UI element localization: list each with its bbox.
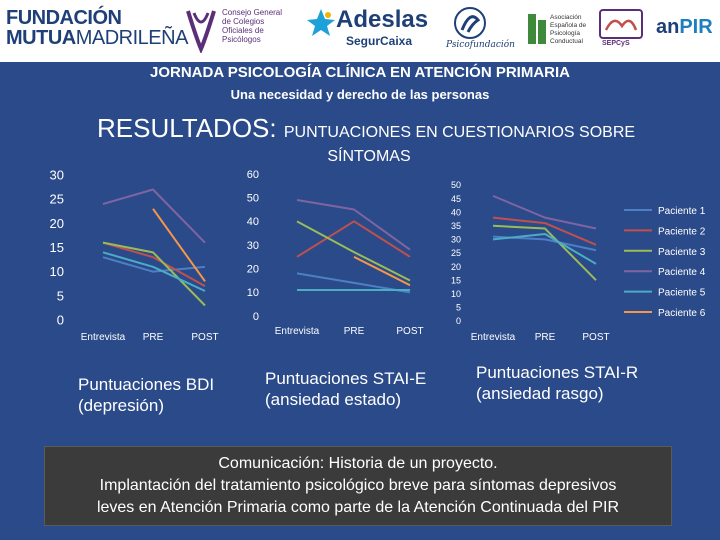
chart3-ytick-label: 40	[451, 207, 461, 217]
chart1-series-2-line	[102, 241, 206, 288]
chart3-category-label: Entrevista	[471, 332, 516, 343]
chart3-ytick-label: 5	[456, 303, 461, 313]
chart1-series-4-line	[102, 188, 206, 244]
chart2-category-label: PRE	[344, 326, 365, 337]
chart1-series-1-line	[102, 256, 206, 273]
chart3-ytick-label: 35	[451, 221, 461, 231]
chart2-series-6-line	[353, 255, 411, 287]
communication-line3: leves en Atención Primaria como parte de…	[96, 499, 620, 516]
legend-label-6: Paciente 6	[658, 308, 706, 319]
chart2-ytick-label: 20	[247, 264, 259, 276]
chart3-category-label: PRE	[535, 332, 556, 343]
chart3-ytick-label: 10	[451, 289, 461, 299]
chart2-ytick-label: 60	[247, 169, 259, 181]
communication-line2: Implantación del tratamiento psicológico…	[99, 477, 617, 494]
chart3-series-3-line	[492, 224, 597, 281]
chart1-series-5-line	[102, 251, 206, 292]
chart2-ytick-label: 40	[247, 216, 259, 228]
chart2-series-4-line	[296, 199, 411, 251]
psicofundacion-logo-icon	[454, 7, 486, 39]
legend-label-2: Paciente 2	[658, 226, 706, 237]
chart1-category-label: Entrevista	[81, 332, 126, 343]
chart2-category-label: POST	[396, 326, 423, 337]
chart3-ytick-label: 25	[451, 248, 461, 258]
communication-line1: Comunicación: Historia de un proyecto.	[218, 455, 498, 472]
chart1-series-6-line	[152, 208, 206, 282]
chart3-series-5-line	[492, 232, 597, 265]
chart3-series-2-line	[492, 216, 597, 246]
legend-label-3: Paciente 3	[658, 247, 706, 258]
chart1-ytick-label: 10	[50, 264, 64, 279]
stai-e-caption: Puntuaciones STAI-E (ansiedad estado)	[265, 369, 427, 409]
chart1-ytick-label: 15	[50, 240, 64, 255]
chart3-series-4-line	[492, 194, 597, 230]
chart1-ytick-label: 20	[50, 216, 64, 231]
chart1-ytick-label: 5	[57, 288, 64, 303]
chart3-ytick-label: 20	[451, 262, 461, 272]
fundacion-mutua-logo-line2: MUTUAMADRILEÑA	[6, 27, 188, 49]
results-heading: RESULTADOS: PUNTUACIONES EN CUESTIONARIO…	[97, 113, 636, 143]
chart2-series-3-line	[296, 220, 411, 282]
legend-label-5: Paciente 5	[658, 288, 706, 299]
chart1-ytick-label: 25	[50, 192, 64, 207]
cgcop-logo-text: Consejo General de Colegios Oficiales de…	[222, 8, 283, 44]
stai-r-caption: Puntuaciones STAI-R (ansiedad rasgo)	[476, 363, 639, 403]
bdi-caption: Puntuaciones BDI (depresión)	[78, 375, 215, 415]
chart2-ytick-label: 30	[247, 240, 259, 252]
chart1-category-label: PRE	[143, 332, 164, 343]
cgcop-logo-icon	[186, 10, 216, 53]
fundacion-mutua-logo-line1: FUNDACIÓN	[6, 7, 122, 29]
chart2-series-2-line	[296, 220, 411, 258]
chart3-category-label: POST	[582, 332, 609, 343]
chart3-ytick-label: 45	[451, 194, 461, 204]
aepc-logo-text: Asociación Española de Psicología Conduc…	[550, 14, 587, 45]
logo-bar: FUNDACIÓN MUTUAMADRILEÑA Consejo General…	[0, 0, 720, 62]
anpir-logo: anPIR	[656, 16, 713, 38]
psicofundacion-logo-text: Psicofundación	[446, 40, 515, 50]
chart2-ytick-label: 10	[247, 287, 259, 299]
chart1-series-3-line	[102, 241, 206, 307]
chart1-ytick-label: 30	[50, 168, 64, 183]
chart3-ytick-label: 0	[456, 316, 461, 326]
chart2-ytick-label: 0	[253, 311, 259, 323]
results-heading-line2: SÍNTOMAS	[327, 148, 411, 165]
legend-label-4: Paciente 4	[658, 267, 706, 278]
event-subtitle: Una necesidad y derecho de las personas	[230, 87, 490, 102]
legend-label-1: Paciente 1	[658, 206, 706, 217]
sepcys-logo-text: SEPCyS	[602, 40, 630, 47]
caixa-star-icon	[307, 9, 335, 36]
chart1-category-label: POST	[191, 332, 218, 343]
event-title: JORNADA PSICOLOGÍA CLÍNICA EN ATENCIÓN P…	[149, 64, 570, 81]
segurcaixa-logo: SegurCaixa	[346, 34, 413, 48]
chart3-ytick-label: 50	[451, 180, 461, 190]
chart3-ytick-label: 30	[451, 235, 461, 245]
communication-box: Comunicación: Historia de un proyecto. I…	[44, 446, 672, 526]
chart3-ytick-label: 15	[451, 275, 461, 285]
aepc-logo-icon	[528, 14, 546, 44]
chart2-ytick-label: 50	[247, 193, 259, 205]
chart1-ytick-label: 0	[57, 313, 64, 328]
sepcys-logo-icon	[599, 9, 643, 39]
adeslas-logo: Adeslas	[336, 6, 429, 33]
chart2-category-label: Entrevista	[275, 326, 320, 337]
